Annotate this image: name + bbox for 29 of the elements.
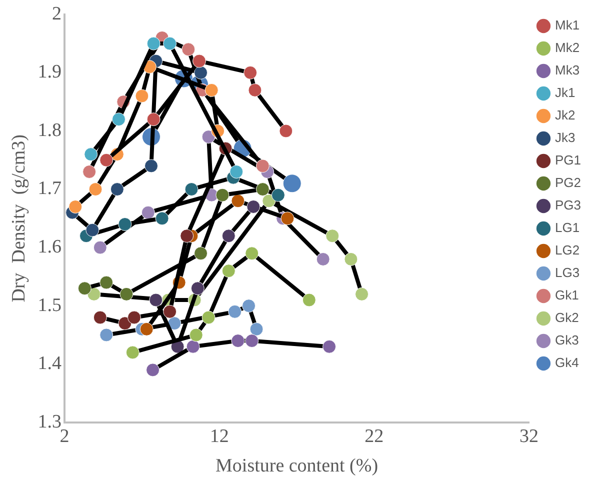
legend-label: PG2 [554,175,582,190]
y-tick-label: 1.5 [38,294,62,316]
legend-label: Gk3 [554,332,579,348]
x-tick-label: 22 [364,426,384,447]
legend-label: Jk3 [554,130,576,146]
y-tick-label: 1.7 [38,178,62,200]
legend-label: LG1 [554,220,580,236]
y-axis-title: Dry Density (g/cm3) [8,134,30,302]
y-tick-label: 1.6 [38,236,62,258]
legend-label: Jk1 [554,85,576,100]
legend-label: Mk1 [554,18,580,33]
x-axis-title: Moisture content (%) [216,456,378,477]
x-tick-label: 32 [519,426,538,447]
legend-label: Mk2 [554,40,580,56]
legend-label: PG3 [554,198,582,213]
legend-label: Jk2 [554,108,576,123]
legend-label: Gk1 [554,288,579,303]
x-tick-label: 12 [210,426,229,447]
legend-label: LG3 [554,265,580,280]
y-tick-label: 1.4 [38,353,62,374]
legend-label: Mk3 [554,62,580,78]
legend-label: PG1 [554,152,582,168]
y-tick-label: 1.9 [38,62,62,83]
legend-label: LG2 [554,242,580,258]
legend-label: Gk4 [554,355,579,370]
legend-label: Gk2 [554,310,579,326]
y-tick-label: 1.3 [38,411,62,432]
y-tick-label: 1.8 [38,120,62,141]
y-tick-label: 2 [52,3,62,24]
